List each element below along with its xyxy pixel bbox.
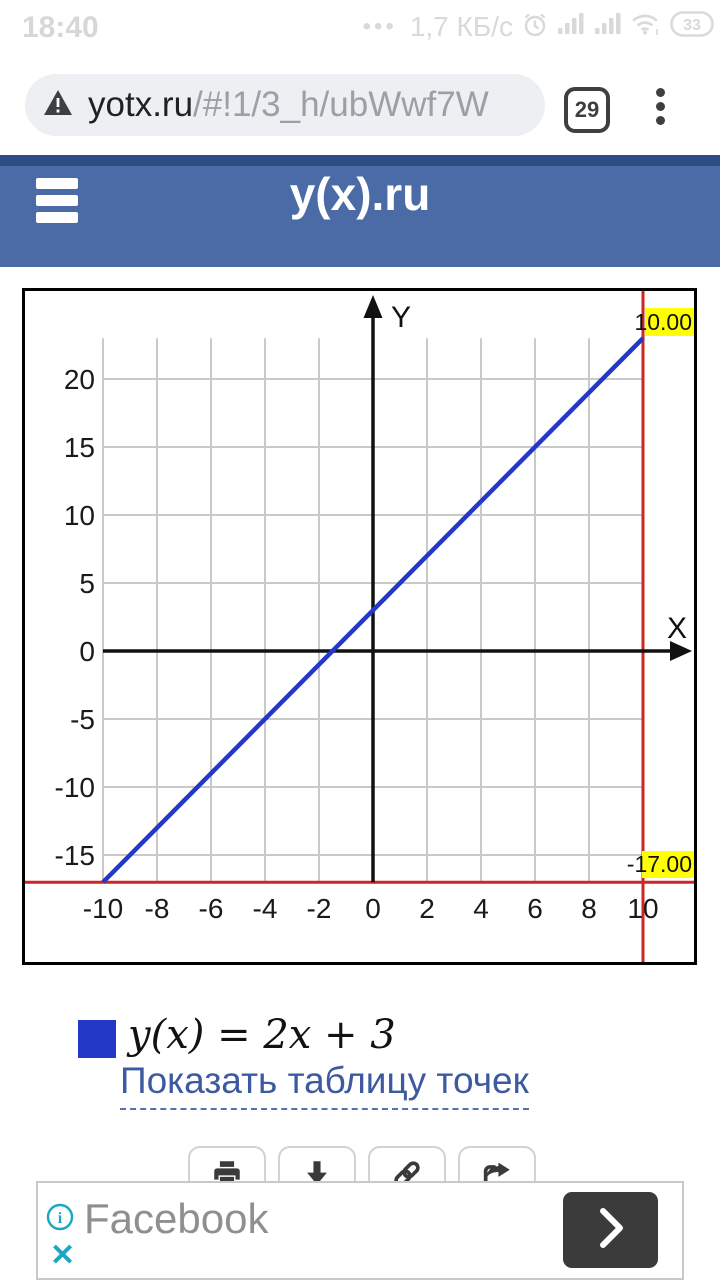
url-path: /#!1/3_h/ubWwf7W	[193, 85, 489, 124]
notification-dots: •••	[362, 12, 397, 40]
svg-text:-15: -15	[55, 840, 95, 871]
svg-text:0: 0	[365, 893, 381, 924]
svg-text:20: 20	[64, 364, 95, 395]
address-bar[interactable]: yotx.ru/#!1/3_h/ubWwf7W	[25, 74, 545, 136]
status-icons: ••• 1,7 КБ/с 33	[363, 10, 714, 43]
tab-counter-button[interactable]: 29	[564, 87, 610, 133]
function-plot: Y X -10 -8 -6 -4 -2 0 2 4 6 8 10 20 15 10 5 0 -5 -10 -15 10.0…	[25, 291, 694, 962]
chart-container: Y X -10 -8 -6 -4 -2 0 2 4 6 8 10 20 15 10 5 0 -5 -10 -15 10.0…	[22, 288, 697, 965]
cell-signal-icon	[557, 11, 585, 42]
svg-text:15: 15	[64, 432, 95, 463]
svg-text:-5: -5	[70, 704, 95, 735]
svg-text:2: 2	[419, 893, 435, 924]
svg-text:5: 5	[79, 568, 95, 599]
svg-text:-2: -2	[307, 893, 332, 924]
svg-text:i: i	[58, 1210, 63, 1227]
svg-text:-6: -6	[199, 893, 224, 924]
chevron-right-icon	[596, 1205, 626, 1256]
status-time: 18:40	[22, 11, 99, 44]
wifi-icon	[631, 11, 661, 42]
security-warning-icon	[43, 89, 73, 122]
ad-banner: i Facebook ✕	[36, 1181, 684, 1280]
svg-text:33: 33	[683, 17, 701, 34]
svg-text:10: 10	[64, 500, 95, 531]
svg-text:X: X	[667, 612, 687, 645]
show-points-table-link[interactable]: Показать таблицу точек	[120, 1060, 529, 1110]
legend-swatch	[78, 1020, 116, 1058]
svg-text:-4: -4	[253, 893, 278, 924]
ad-cta-button[interactable]	[563, 1192, 658, 1268]
hamburger-menu-icon[interactable]	[36, 178, 78, 229]
ad-close-button[interactable]: ✕	[50, 1239, 76, 1272]
site-title: y(x).ru	[289, 168, 431, 220]
cell-signal-icon	[594, 11, 622, 42]
svg-text:10.00: 10.00	[634, 309, 692, 335]
url-text: yotx.ru/#!1/3_h/ubWwf7W	[88, 85, 489, 125]
svg-text:-10: -10	[55, 772, 95, 803]
svg-text:-17.00: -17.00	[627, 851, 692, 877]
url-domain: yotx.ru	[88, 85, 194, 124]
network-speed: 1,7 КБ/с	[409, 10, 513, 42]
svg-text:10: 10	[627, 893, 658, 924]
svg-text:6: 6	[527, 893, 543, 924]
alarm-icon	[522, 10, 548, 43]
browser-menu-button[interactable]	[656, 88, 665, 125]
ad-info-icon[interactable]: i	[46, 1203, 74, 1236]
battery-icon: 33	[670, 10, 714, 43]
download-icon	[300, 1157, 334, 1202]
svg-text:8: 8	[581, 893, 597, 924]
svg-text:0: 0	[79, 636, 95, 667]
legend-formula: y(x) = 2x + 3	[128, 1012, 396, 1058]
svg-text:Y: Y	[391, 301, 411, 334]
svg-text:-8: -8	[145, 893, 170, 924]
svg-text:4: 4	[473, 893, 489, 924]
app-header: y(x).ru	[0, 155, 720, 267]
ad-advertiser[interactable]: Facebook	[84, 1195, 269, 1242]
svg-text:-10: -10	[83, 893, 123, 924]
